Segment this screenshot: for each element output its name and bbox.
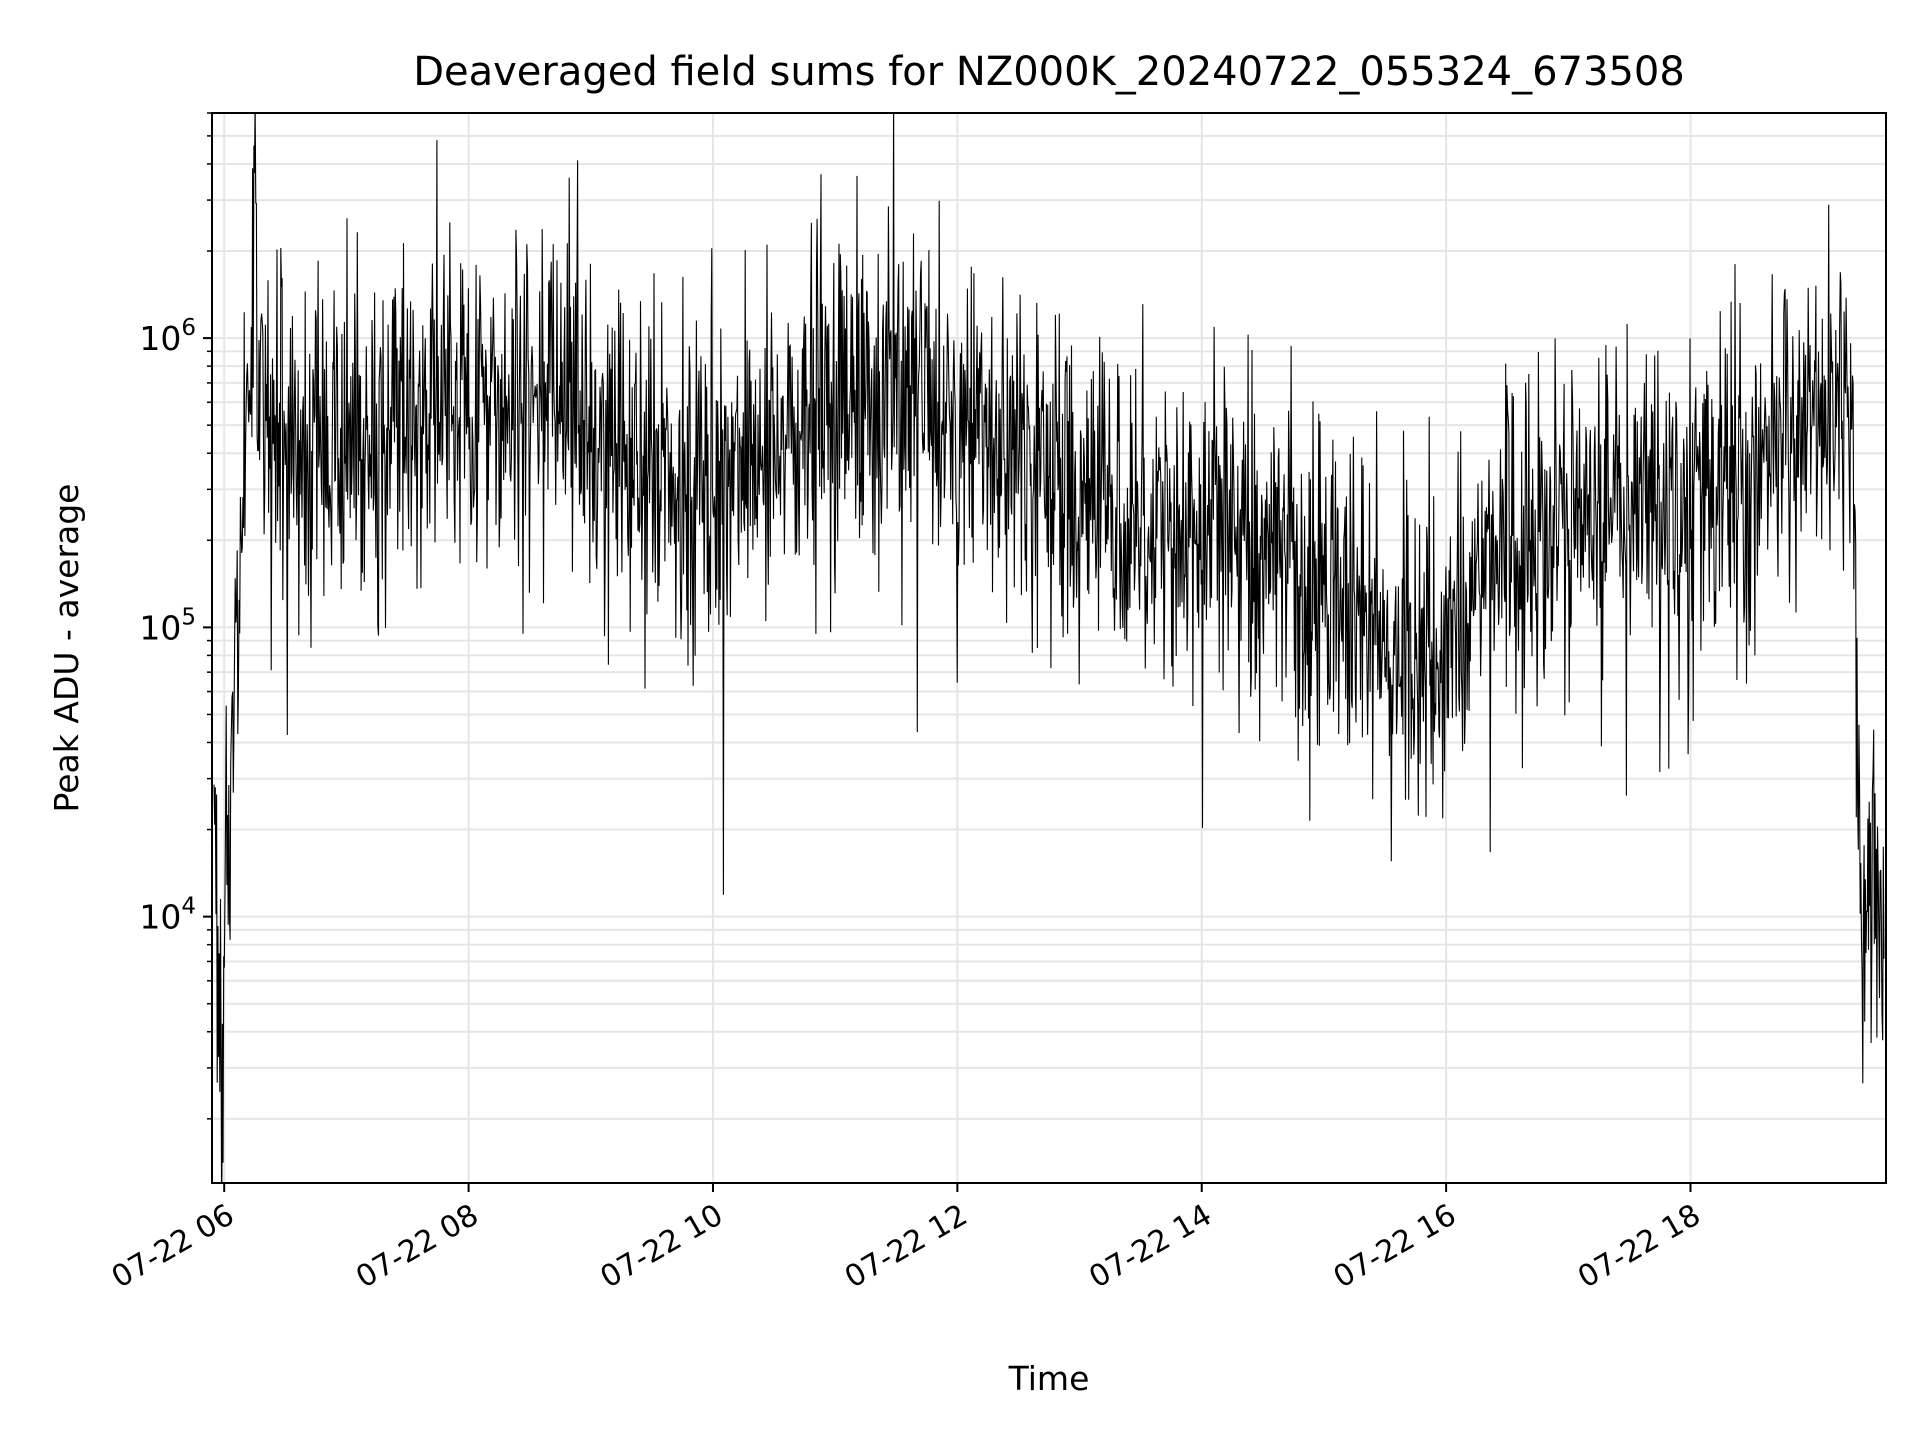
series-line — [213, 113, 1885, 1183]
y-axis-label: Peak ADU - average — [47, 484, 86, 813]
plot-area-frame — [211, 112, 1887, 1184]
chart-title: Deaveraged field sums for NZ000K_2024072… — [413, 49, 1685, 95]
y-tick-label: 106 — [139, 315, 196, 358]
y-tick-label-base: 10 — [139, 319, 181, 358]
series-layer — [213, 113, 1885, 1183]
x-axis-label: Time — [1008, 1359, 1090, 1398]
y-tick-label-exponent: 4 — [181, 894, 196, 920]
y-tick-label: 105 — [139, 604, 196, 647]
y-tick-label-exponent: 5 — [181, 604, 196, 630]
y-tick-label-base: 10 — [139, 608, 181, 647]
y-tick-label-exponent: 6 — [181, 315, 196, 341]
y-tick-label: 104 — [139, 894, 196, 937]
y-tick-label-base: 10 — [139, 898, 181, 937]
